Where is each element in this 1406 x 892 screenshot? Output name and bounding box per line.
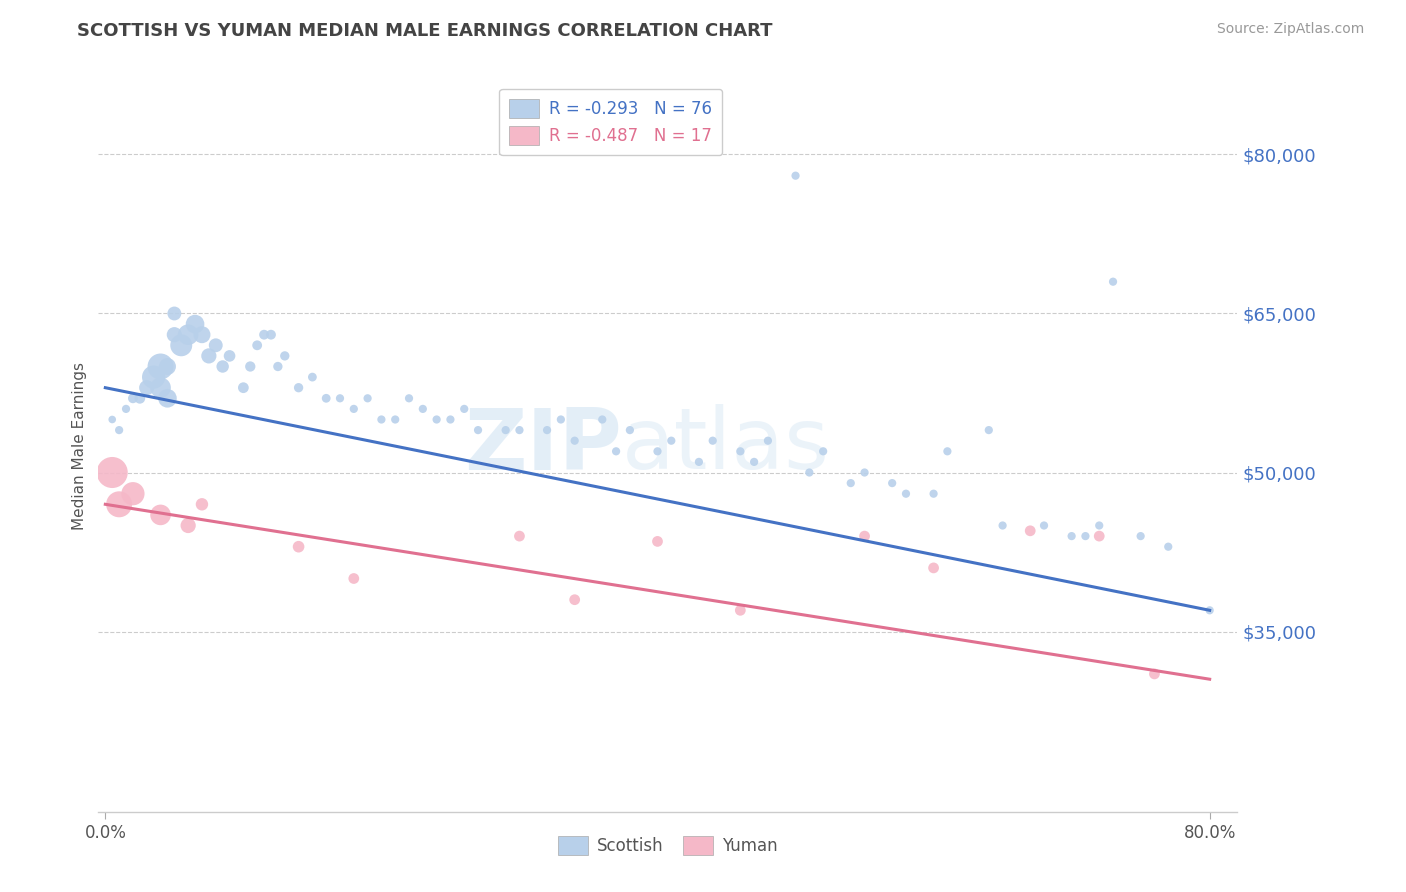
Point: [853, 529, 876, 543]
Point: [301, 370, 323, 384]
Point: [191, 497, 214, 511]
Point: [785, 169, 807, 183]
Point: [647, 444, 669, 458]
Point: [991, 518, 1014, 533]
Point: [135, 381, 157, 395]
Text: ZIP: ZIP: [464, 404, 623, 488]
Point: [922, 486, 945, 500]
Legend: Scottish, Yuman: Scottish, Yuman: [551, 830, 785, 862]
Point: [882, 476, 904, 491]
Point: [267, 359, 290, 374]
Point: [163, 306, 186, 320]
Point: [1129, 529, 1152, 543]
Point: [211, 359, 233, 374]
Point: [274, 349, 297, 363]
Point: [101, 412, 124, 426]
Point: [853, 466, 876, 480]
Point: [659, 434, 682, 448]
Point: [467, 423, 489, 437]
Point: [508, 423, 530, 437]
Point: [495, 423, 517, 437]
Point: [977, 423, 1000, 437]
Point: [156, 359, 179, 374]
Point: [177, 518, 200, 533]
Point: [218, 349, 240, 363]
Point: [142, 370, 165, 384]
Point: [260, 327, 283, 342]
Point: [204, 338, 226, 352]
Point: [198, 349, 221, 363]
Point: [550, 412, 572, 426]
Point: [101, 466, 124, 480]
Text: atlas: atlas: [623, 404, 831, 488]
Point: [239, 359, 262, 374]
Point: [426, 412, 449, 426]
Point: [536, 423, 558, 437]
Point: [688, 455, 710, 469]
Point: [149, 381, 172, 395]
Point: [184, 317, 207, 331]
Text: Source: ZipAtlas.com: Source: ZipAtlas.com: [1216, 22, 1364, 37]
Point: [356, 392, 378, 406]
Point: [122, 392, 145, 406]
Point: [412, 401, 434, 416]
Point: [177, 327, 200, 342]
Point: [384, 412, 406, 426]
Point: [108, 423, 131, 437]
Point: [108, 497, 131, 511]
Point: [149, 508, 172, 522]
Point: [605, 444, 627, 458]
Point: [122, 486, 145, 500]
Text: SCOTTISH VS YUMAN MEDIAN MALE EARNINGS CORRELATION CHART: SCOTTISH VS YUMAN MEDIAN MALE EARNINGS C…: [77, 22, 773, 40]
Point: [1088, 529, 1111, 543]
Point: [730, 444, 752, 458]
Point: [839, 476, 862, 491]
Point: [1033, 518, 1056, 533]
Point: [591, 412, 613, 426]
Point: [922, 561, 945, 575]
Point: [1157, 540, 1180, 554]
Point: [163, 327, 186, 342]
Point: [1019, 524, 1042, 538]
Point: [370, 412, 392, 426]
Point: [287, 540, 309, 554]
Point: [756, 434, 779, 448]
Point: [343, 401, 366, 416]
Point: [508, 529, 530, 543]
Point: [398, 392, 420, 406]
Point: [170, 338, 193, 352]
Point: [564, 592, 586, 607]
Point: [128, 392, 150, 406]
Point: [232, 381, 254, 395]
Point: [894, 486, 917, 500]
Point: [702, 434, 724, 448]
Y-axis label: Median Male Earnings: Median Male Earnings: [72, 362, 87, 530]
Point: [1060, 529, 1083, 543]
Point: [149, 359, 172, 374]
Point: [730, 603, 752, 617]
Point: [564, 434, 586, 448]
Point: [619, 423, 641, 437]
Point: [1088, 518, 1111, 533]
Point: [811, 444, 834, 458]
Point: [799, 466, 821, 480]
Point: [156, 392, 179, 406]
Point: [936, 444, 959, 458]
Point: [1143, 667, 1166, 681]
Point: [1102, 275, 1125, 289]
Point: [246, 338, 269, 352]
Point: [343, 572, 366, 586]
Point: [1198, 603, 1220, 617]
Point: [329, 392, 352, 406]
Point: [647, 534, 669, 549]
Point: [191, 327, 214, 342]
Point: [287, 381, 309, 395]
Point: [742, 455, 765, 469]
Point: [315, 392, 337, 406]
Point: [115, 401, 138, 416]
Point: [453, 401, 475, 416]
Point: [1074, 529, 1097, 543]
Point: [439, 412, 461, 426]
Point: [253, 327, 276, 342]
